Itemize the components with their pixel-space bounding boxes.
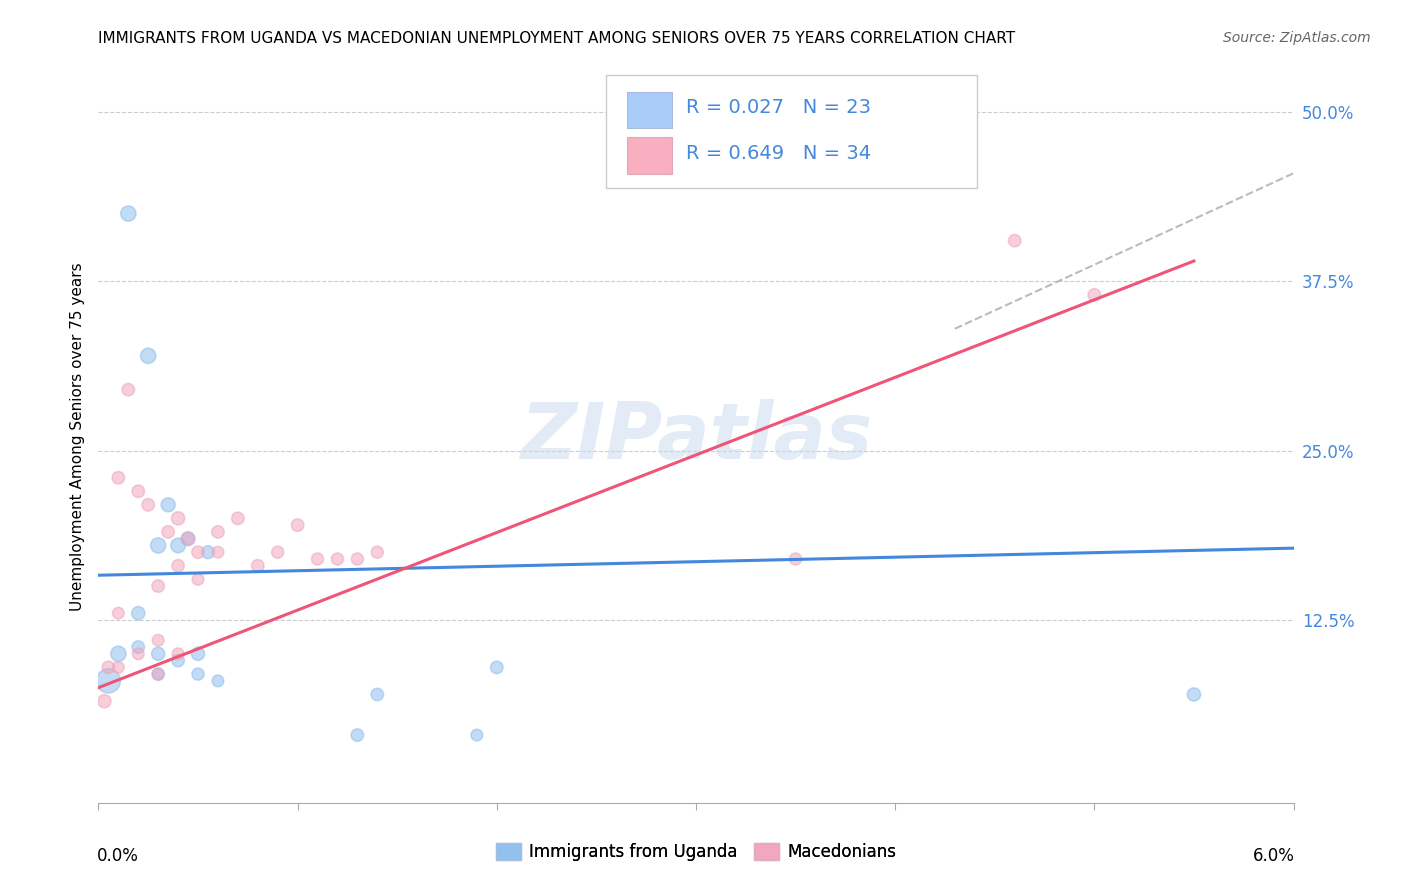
Point <box>167 647 190 661</box>
Point <box>127 640 149 654</box>
Point <box>107 660 129 674</box>
Point <box>117 383 139 397</box>
Point <box>246 558 269 573</box>
Point <box>97 673 120 688</box>
Point <box>346 552 368 566</box>
Point <box>267 545 290 559</box>
Point <box>127 606 149 620</box>
Y-axis label: Unemployment Among Seniors over 75 years: Unemployment Among Seniors over 75 years <box>69 263 84 611</box>
Legend: Immigrants from Uganda, Macedonians: Immigrants from Uganda, Macedonians <box>489 836 903 868</box>
Point <box>207 545 229 559</box>
Point <box>167 511 190 525</box>
Point <box>177 532 200 546</box>
Point <box>485 660 508 674</box>
Point <box>197 545 219 559</box>
Point <box>167 654 190 668</box>
Point <box>307 552 329 566</box>
Point <box>97 660 120 674</box>
Point <box>148 667 170 681</box>
Bar <box>627 92 672 128</box>
Point <box>167 558 190 573</box>
Text: IMMIGRANTS FROM UGANDA VS MACEDONIAN UNEMPLOYMENT AMONG SENIORS OVER 75 YEARS CO: IMMIGRANTS FROM UGANDA VS MACEDONIAN UNE… <box>98 31 1015 46</box>
Point <box>366 688 388 702</box>
Point <box>148 538 170 552</box>
Point <box>207 673 229 688</box>
Point <box>157 524 180 539</box>
Text: R = 0.649   N = 34: R = 0.649 N = 34 <box>686 144 872 162</box>
Bar <box>627 137 672 174</box>
Point <box>148 647 170 661</box>
Point <box>148 633 170 648</box>
Point <box>107 606 129 620</box>
Point <box>187 647 209 661</box>
Point <box>93 694 115 708</box>
Point <box>187 667 209 681</box>
Point <box>177 532 200 546</box>
Point <box>1182 688 1205 702</box>
FancyBboxPatch shape <box>606 75 977 188</box>
Text: R = 0.027   N = 23: R = 0.027 N = 23 <box>686 98 872 118</box>
Text: Source: ZipAtlas.com: Source: ZipAtlas.com <box>1223 31 1371 45</box>
Point <box>148 579 170 593</box>
Point <box>346 728 368 742</box>
Point <box>207 524 229 539</box>
Text: ZIPatlas: ZIPatlas <box>520 399 872 475</box>
Point <box>167 538 190 552</box>
Point <box>107 471 129 485</box>
Point <box>1083 288 1105 302</box>
Point <box>1004 234 1026 248</box>
Point <box>127 647 149 661</box>
Point <box>136 349 159 363</box>
Point <box>187 572 209 586</box>
Point <box>326 552 349 566</box>
Point <box>107 647 129 661</box>
Point <box>785 552 807 566</box>
Point <box>148 667 170 681</box>
Point <box>226 511 249 525</box>
Point <box>366 545 388 559</box>
Point <box>157 498 180 512</box>
Point <box>117 206 139 220</box>
Point <box>465 728 488 742</box>
Text: 0.0%: 0.0% <box>97 847 139 864</box>
Point <box>187 545 209 559</box>
Point <box>136 498 159 512</box>
Point <box>127 484 149 499</box>
Text: 6.0%: 6.0% <box>1253 847 1295 864</box>
Point <box>287 518 309 533</box>
